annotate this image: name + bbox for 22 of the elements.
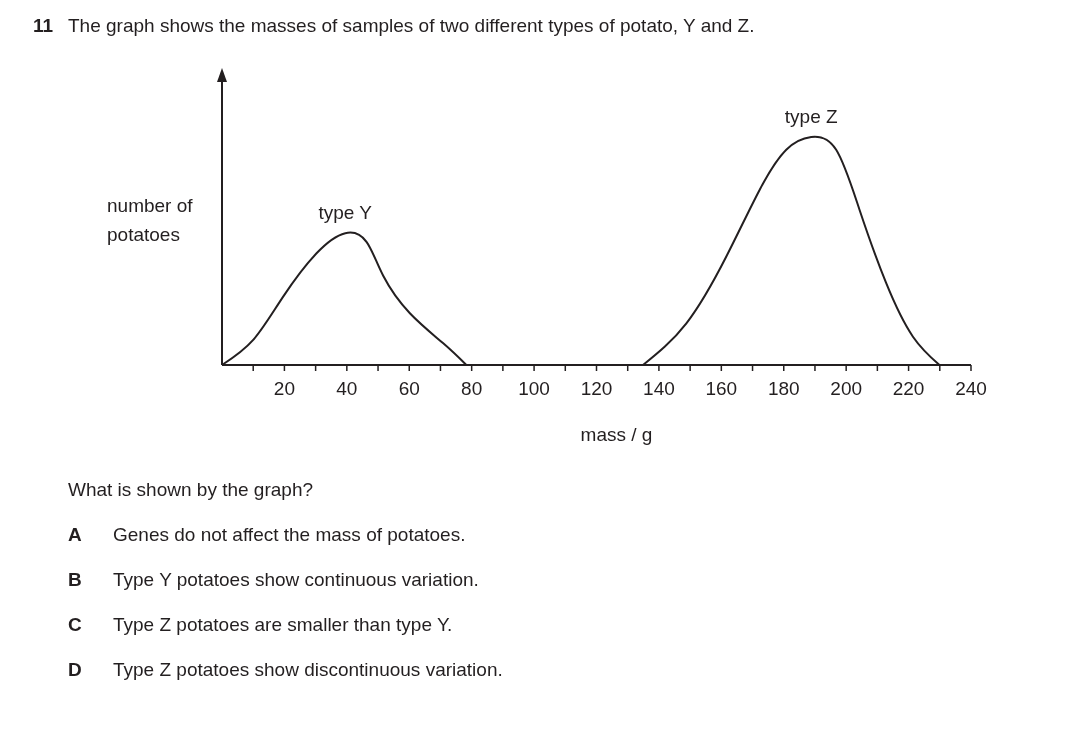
x-tick-label: 220	[892, 378, 925, 399]
text: B Type Y potatoes show continuous variation.	[68, 569, 479, 590]
x-tick-label: 140	[643, 378, 675, 399]
x-tick-label: 80	[461, 378, 483, 399]
series-label: type Z	[784, 106, 838, 127]
text: D Type Z potatoes show discontinuous variation.	[68, 659, 503, 680]
x-tick-label: 40	[336, 378, 358, 399]
x-tick-label: 60	[398, 378, 420, 399]
x-tick-label: 120	[580, 378, 613, 399]
x-tick-label: 200	[830, 378, 863, 399]
x-tick-label: 240	[955, 378, 987, 399]
y-axis-title: number of potatoes	[107, 195, 194, 245]
text: C Type Z potatoes are smaller than type Y.	[68, 614, 453, 635]
chart-title: 11 The graph shows the masses of samples of two different types of potato, Y and Z.	[33, 15, 755, 36]
text: What is shown by the graph?	[68, 479, 314, 500]
x-tick-label: 20	[273, 378, 295, 399]
x-axis-title: mass / g	[580, 424, 653, 445]
x-tick-label: 160	[705, 378, 738, 399]
x-tick-label: 100	[518, 378, 550, 399]
x-tick-label: 180	[767, 378, 800, 399]
series-label: type Y	[318, 202, 373, 224]
text: A Genes do not affect the mass of potatoes.	[68, 524, 466, 545]
